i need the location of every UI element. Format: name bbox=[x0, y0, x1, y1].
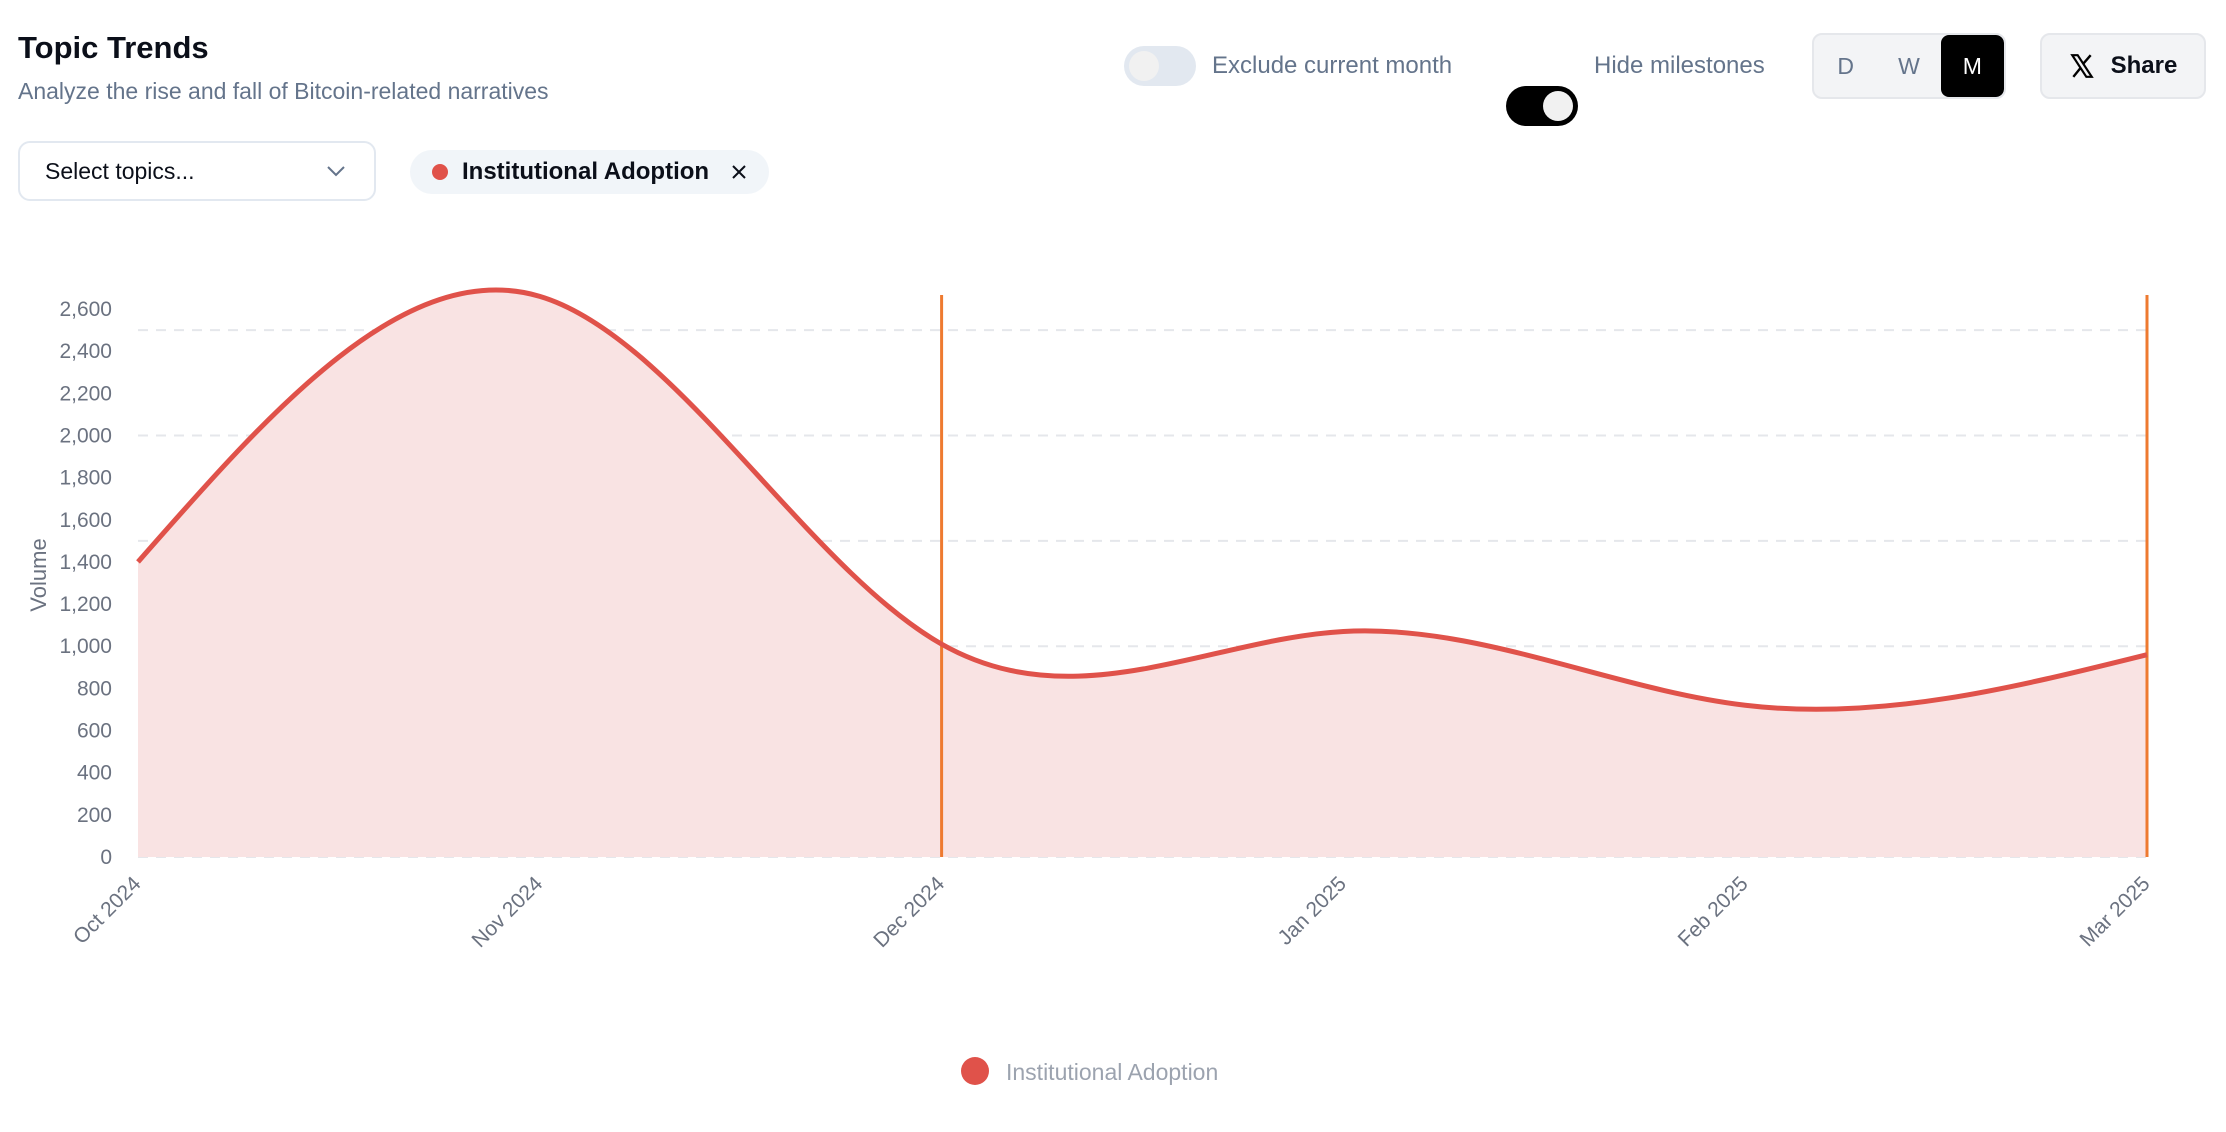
legend: Institutional Adoption bbox=[961, 1057, 1218, 1085]
y-tick-label: 2,200 bbox=[59, 382, 112, 405]
share-button[interactable]: Share bbox=[2040, 33, 2206, 99]
granularity-toggle: D W M bbox=[1812, 33, 2006, 99]
y-tick-label: 2,000 bbox=[59, 424, 112, 447]
topic-chip: Institutional Adoption bbox=[410, 150, 770, 194]
exclude-current-month-label: Exclude current month bbox=[1212, 52, 1453, 79]
hide-milestones-toggle[interactable] bbox=[1506, 86, 1578, 126]
y-tick-label: 2,600 bbox=[59, 298, 112, 321]
topic-select-placeholder: Select topics... bbox=[45, 157, 195, 184]
series-line bbox=[136, 287, 2148, 712]
x-tick-label: Oct 2024 bbox=[69, 872, 146, 949]
x-tick-label: Dec 2024 bbox=[869, 872, 949, 952]
topic-select[interactable]: Select topics... bbox=[18, 141, 376, 201]
chevron-down-icon bbox=[327, 166, 345, 177]
exclude-current-month-toggle[interactable] bbox=[1124, 46, 1196, 86]
hide-milestones-label: Hide milestones bbox=[1594, 52, 1765, 79]
legend-dot bbox=[961, 1057, 989, 1085]
granularity-day-button[interactable]: D bbox=[1837, 52, 1854, 79]
y-tick-label: 2,400 bbox=[59, 340, 112, 363]
topic-chip-label: Institutional Adoption bbox=[462, 158, 710, 185]
y-tick-label: 200 bbox=[77, 804, 112, 827]
series-area bbox=[138, 289, 2147, 857]
granularity-week-button[interactable]: W bbox=[1898, 52, 1920, 79]
y-axis-label: Volume bbox=[26, 538, 51, 611]
y-tick-label: 1,200 bbox=[59, 593, 112, 616]
y-tick-label: 1,000 bbox=[59, 635, 112, 658]
legend-label: Institutional Adoption bbox=[1006, 1059, 1218, 1085]
x-tick-label: Feb 2025 bbox=[1674, 872, 1753, 951]
close-icon[interactable] bbox=[731, 164, 747, 180]
y-tick-label: 1,600 bbox=[59, 509, 112, 532]
share-label: Share bbox=[2110, 52, 2178, 79]
page-subtitle: Analyze the rise and fall of Bitcoin-rel… bbox=[18, 78, 549, 104]
y-tick-label: 800 bbox=[77, 677, 112, 700]
granularity-month-button[interactable]: M bbox=[1940, 35, 2004, 97]
y-tick-label: 0 bbox=[100, 846, 112, 869]
x-tick-label: Nov 2024 bbox=[467, 872, 547, 952]
y-tick-label: 600 bbox=[77, 720, 112, 743]
page-title: Topic Trends bbox=[18, 30, 209, 65]
topic-color-dot bbox=[432, 164, 448, 180]
x-logo-icon bbox=[2069, 54, 2094, 78]
y-tick-label: 1,800 bbox=[59, 467, 112, 490]
x-tick-label: Mar 2025 bbox=[2076, 872, 2155, 951]
y-tick-label: 400 bbox=[77, 762, 112, 785]
y-tick-label: 1,400 bbox=[59, 551, 112, 574]
x-tick-label: Jan 2025 bbox=[1274, 872, 1351, 949]
